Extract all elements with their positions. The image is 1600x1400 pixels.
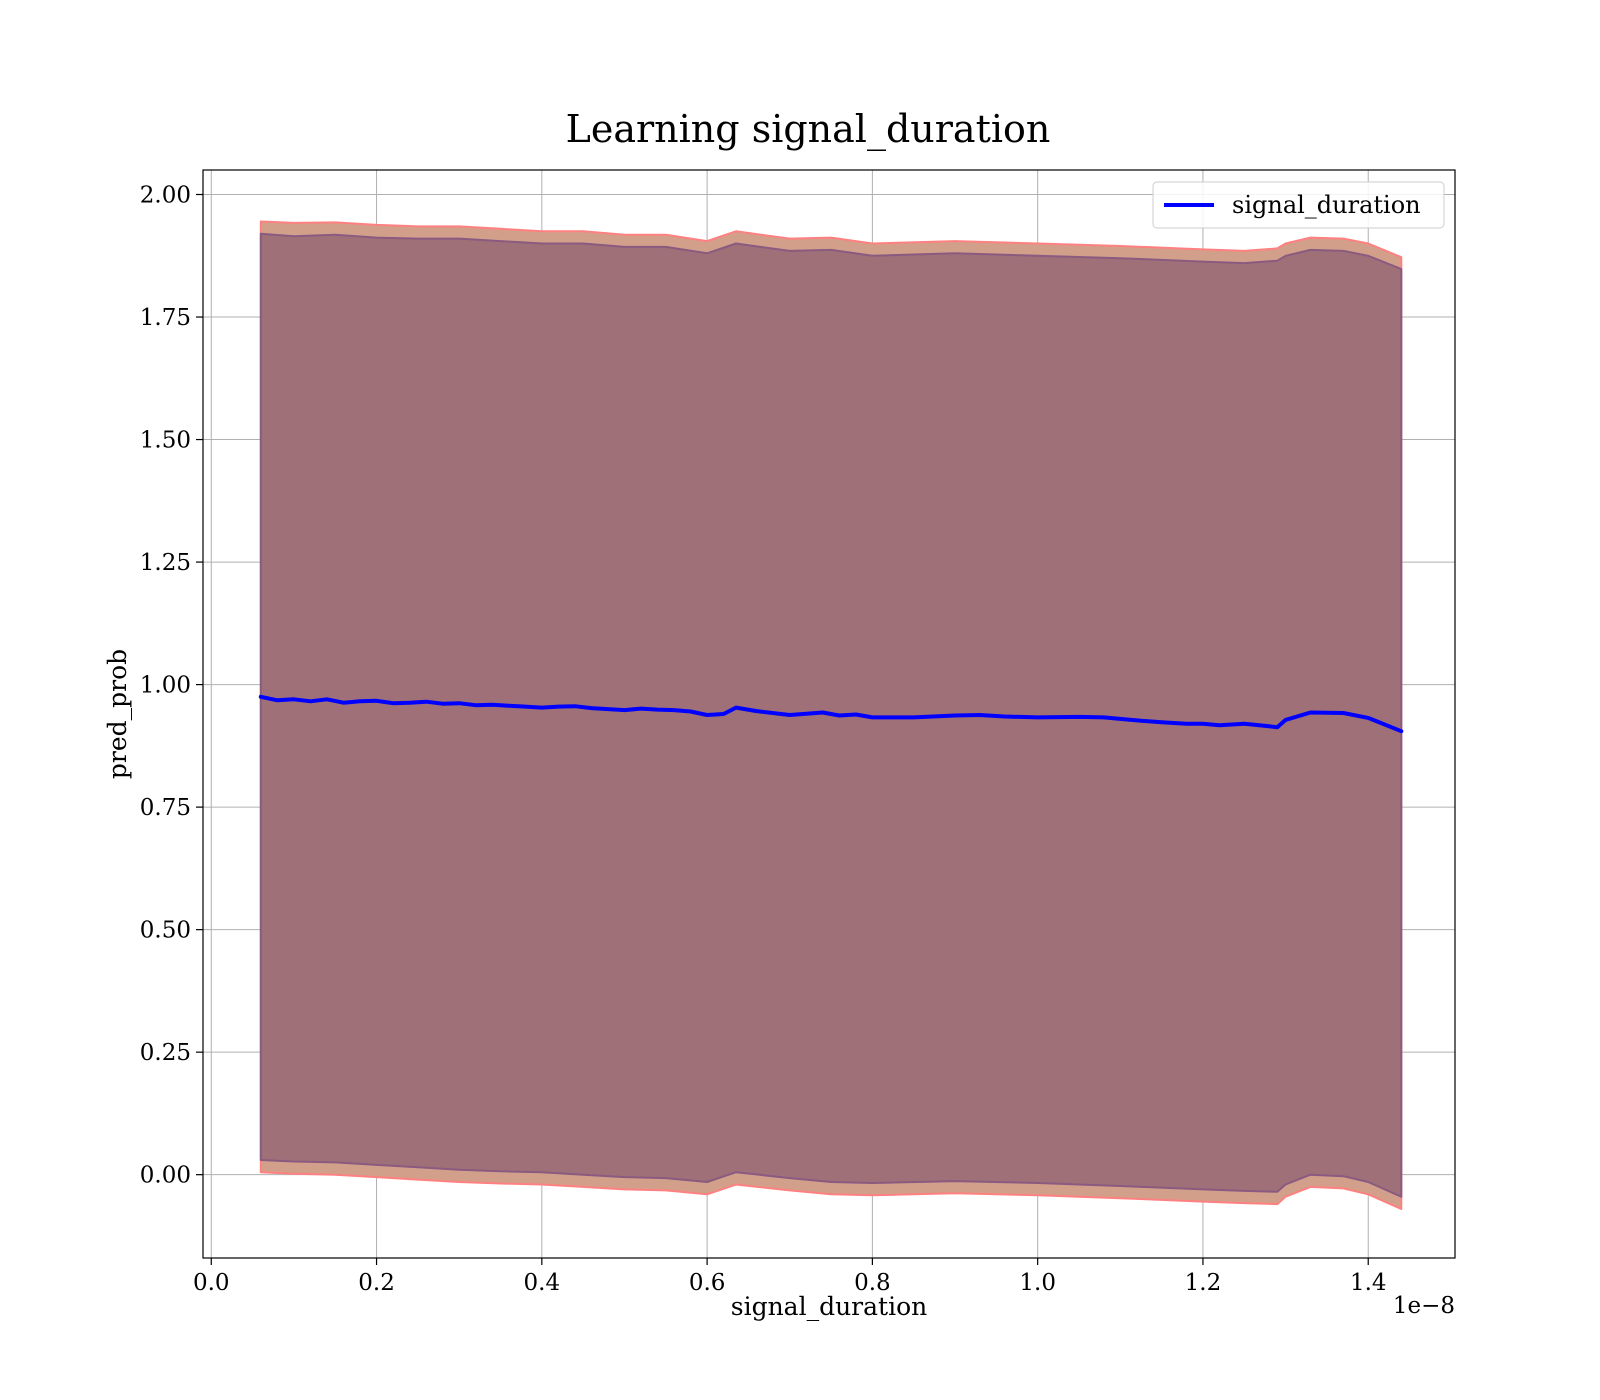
x-tick-label: 0.8 (854, 1270, 891, 1296)
x-tick-label: 0.2 (358, 1270, 395, 1296)
plot-frame (202, 169, 1456, 1259)
y-tick-label: 0.50 (140, 918, 191, 944)
x-axis-ticks: 0.0 0.2 0.4 0.6 0.8 1.0 1.2 1.4 (193, 1258, 1387, 1296)
y-tick-label: 0.00 (140, 1163, 191, 1189)
x-axis-label: signal_duration (731, 1292, 927, 1321)
x-tick-label: 0.4 (524, 1270, 561, 1296)
series-line-signal-duration (258, 694, 1404, 734)
y-tick-label: 1.25 (140, 550, 191, 576)
x-tick-label: 1.0 (1019, 1270, 1056, 1296)
y-tick-label: 0.25 (140, 1040, 191, 1066)
y-tick-label: 0.75 (140, 795, 191, 821)
y-axis-label: pred_prob (103, 649, 132, 779)
x-tick-label: 0.6 (689, 1270, 726, 1296)
y-axis-ticks: 0.00 0.25 0.50 0.75 1.00 1.25 1.50 1.75 2.00 (140, 183, 203, 1189)
y-tick-label: 2.00 (140, 183, 191, 209)
x-axis-offset-label: 1e−8 (1393, 1293, 1455, 1319)
x-tick-label: 0.0 (193, 1270, 230, 1296)
legend: signal_duration (1152, 181, 1445, 229)
x-tick-label: 1.4 (1350, 1270, 1387, 1296)
y-tick-label: 1.50 (140, 428, 191, 454)
x-tick-label: 1.2 (1185, 1270, 1222, 1296)
chart-title: Learning signal_duration (566, 107, 1051, 152)
y-tick-label: 1.75 (140, 305, 191, 331)
legend-label-signal-duration: signal_duration (1232, 191, 1421, 219)
legend-box (1152, 181, 1445, 229)
y-tick-label: 1.00 (140, 673, 191, 699)
series-lines (258, 694, 1404, 734)
